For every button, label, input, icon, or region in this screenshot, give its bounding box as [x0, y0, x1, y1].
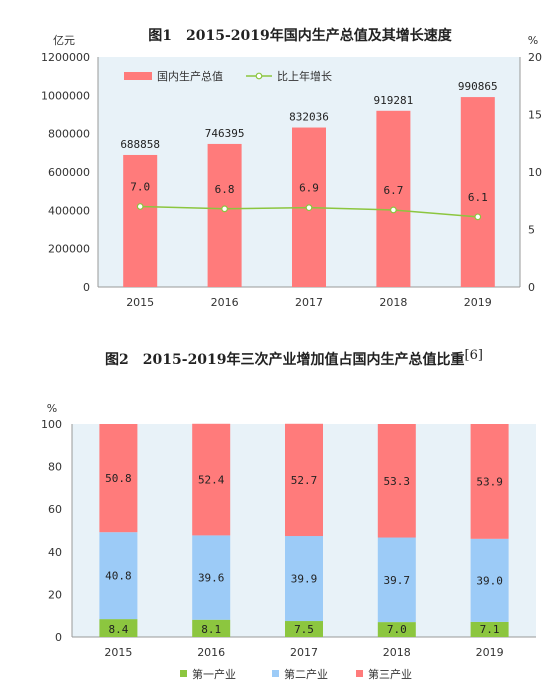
chart1-growth-point [390, 206, 397, 214]
chart2-segment-value-label: 53.9 [476, 475, 503, 488]
chart1-growth-point [474, 213, 482, 221]
chart2-x-tick-label: 2017 [290, 646, 318, 659]
chart1-bar-value-label: 990865 [458, 80, 498, 93]
chart2-legend-label: 第二产业 [284, 667, 328, 681]
chart1-growth-value-label: 6.7 [383, 184, 403, 197]
chart2-segment-value-label: 53.3 [384, 475, 411, 488]
chart2-segment-value-label: 7.5 [294, 623, 314, 636]
chart1-left-tick-label: 1200000 [41, 51, 90, 64]
chart1-bar [460, 97, 495, 288]
chart1-bar [207, 143, 242, 287]
chart1-right-unit: % [528, 34, 538, 47]
chart1-growth-value-label: 6.9 [299, 182, 319, 195]
chart2-y-tick-label: 60 [48, 503, 62, 516]
chart2-title-text: 图2 2015-2019年三次产业增加值占国内生产总值比重 [105, 351, 464, 368]
chart2-bar-segment-3 [99, 424, 138, 533]
chart2-segment-value-label: 39.9 [291, 573, 318, 586]
chart2-title: 图2 2015-2019年三次产业增加值占国内生产总值比重[6] [105, 348, 483, 368]
chart2-y-tick-label: 40 [48, 546, 62, 559]
chart2-x-tick-label: 2015 [104, 646, 132, 659]
chart1-x-tick-label: 2017 [295, 296, 323, 309]
chart2-bar-segment-3 [377, 424, 416, 538]
chart1-growth-point [136, 203, 144, 210]
chart2-segment-value-label: 52.4 [198, 474, 225, 487]
chart1-bar [376, 110, 411, 287]
chart2-bar-segment-2 [99, 532, 138, 620]
chart2-bar-segment-1 [285, 621, 323, 637]
chart1-title: 图1 2015-2019年国内生产总值及其增长速度 [148, 27, 452, 44]
chart2-legend-swatch [356, 670, 363, 677]
chart2-x-tick-label: 2018 [383, 646, 411, 659]
chart1-left-tick-label: 400000 [48, 204, 90, 217]
chart2-bar-segment-3 [285, 423, 323, 537]
chart1-bar [123, 154, 158, 287]
chart1-growth-point [305, 204, 313, 212]
chart2-segment-value-label: 7.1 [480, 623, 500, 636]
chart1-plot: 0 200000 400000 600000 800000 1000000 1200000 0… [41, 51, 542, 309]
chart2-bar-segment-3 [192, 423, 231, 536]
chart2-y-tick-label: 20 [48, 588, 62, 601]
chart1-growth-value-label: 6.1 [468, 191, 488, 204]
chart2-bar-segment-1 [470, 621, 509, 637]
chart2-y-tick-label: 100 [41, 418, 62, 431]
chart1-left-tick-label: 1000000 [41, 89, 90, 102]
chart2-segment-value-label: 8.4 [108, 623, 128, 636]
chart2-bar-segment-2 [377, 537, 416, 623]
chart1-legend-bar-swatch [124, 72, 152, 80]
chart2-y-tick-label: 0 [55, 631, 62, 644]
chart1-left-tick-label: 600000 [48, 166, 90, 179]
chart2-bar-segment-1 [99, 619, 138, 637]
chart2-segment-value-label: 7.0 [387, 623, 407, 636]
chart2-segment-value-label: 50.8 [105, 472, 132, 485]
chart1-legend-line-label: 比上年增长 [277, 69, 332, 83]
chart1-right-tick-label: 5 [528, 224, 535, 237]
chart2-segment-value-label: 39.6 [198, 572, 225, 585]
chart2-segment-value-label: 8.1 [201, 623, 221, 636]
chart2-bar-segment-2 [470, 538, 509, 622]
chart1-growth-value-label: 6.8 [215, 183, 235, 196]
chart2-ylabel: % [47, 402, 57, 415]
chart1-right-tick-label: 15 [528, 109, 542, 122]
chart2-segment-value-label: 39.0 [476, 574, 503, 587]
chart2-legend-swatch [272, 670, 279, 677]
chart1-right-tick-label: 10 [528, 166, 542, 179]
chart1-x-tick-label: 2016 [211, 296, 239, 309]
chart1-x-tick-label: 2018 [379, 296, 407, 309]
chart1-growth-point [221, 205, 229, 213]
chart1-bar-value-label: 832036 [289, 111, 329, 124]
chart2-legend-label: 第一产业 [192, 667, 236, 681]
chart1-right-tick-label: 0 [528, 281, 535, 294]
chart1-x-tick-label: 2015 [126, 296, 154, 309]
chart2-bar-segment-1 [192, 619, 231, 637]
chart1-bar-value-label: 746395 [205, 127, 245, 140]
chart1-left-tick-label: 0 [83, 281, 90, 294]
chart1-left-unit: 亿元 [53, 34, 75, 47]
chart2-bar-segment-1 [377, 622, 416, 637]
chart2-x-tick-label: 2019 [476, 646, 504, 659]
chart2-bar-segment-3 [470, 424, 509, 539]
chart1-growth-value-label: 7.0 [130, 181, 150, 194]
chart1-legend-bar-label: 国内生产总值 [157, 69, 223, 83]
chart2-title-superscript: [6] [465, 348, 483, 363]
chart2-bar-segment-2 [285, 536, 323, 622]
chart1-right-tick-label: 20 [528, 51, 542, 64]
chart2-legend-swatch [180, 670, 187, 677]
chart2-segment-value-label: 40.8 [105, 570, 132, 583]
chart1-x-tick-label: 2019 [464, 296, 492, 309]
chart2-bar-segment-2 [192, 535, 231, 620]
chart2-plot: 0 20 40 60 80 100 8.4 40.8 50.8 2015 8.1 39.6 52.4 20… [41, 418, 536, 681]
chart2-x-tick-label: 2016 [197, 646, 225, 659]
chart1-left-tick-label: 800000 [48, 128, 90, 141]
chart2-y-tick-label: 80 [48, 461, 62, 474]
chart2-segment-value-label: 52.7 [291, 474, 318, 487]
chart1-left-tick-label: 200000 [48, 243, 90, 256]
chart2-legend-label: 第三产业 [368, 667, 412, 681]
chart1-bar-value-label: 688858 [120, 138, 160, 151]
chart1-legend-line-marker [255, 72, 263, 80]
chart1-bar-value-label: 919281 [374, 94, 414, 107]
chart2-segment-value-label: 39.7 [384, 574, 411, 587]
